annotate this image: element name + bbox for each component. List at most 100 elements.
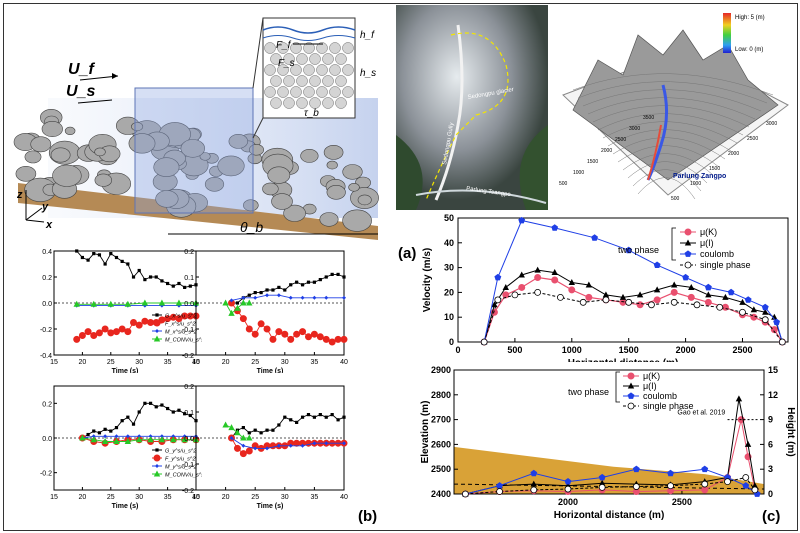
terrain-profile — [454, 446, 764, 494]
subplot-legend-label: M_y^s/u_s^2 — [165, 465, 197, 471]
vel-series-line — [483, 219, 783, 343]
subplot-legend-label: M_x^s/u_s^2 — [165, 330, 197, 336]
subplot-point — [289, 283, 293, 287]
vel-point — [502, 283, 509, 290]
boulder — [131, 122, 144, 132]
subplot-xtick-label: 30 — [281, 359, 289, 366]
inset-grain — [290, 64, 302, 76]
vel-point — [773, 318, 780, 326]
boulder — [326, 160, 338, 170]
subplot-point — [86, 258, 90, 262]
subplot-point — [300, 295, 305, 300]
subplot-point — [141, 299, 149, 306]
vel-point — [568, 286, 576, 294]
vel-point — [551, 269, 558, 276]
subplot-point — [277, 423, 281, 427]
subplot-point — [239, 315, 247, 323]
subplot-point — [233, 444, 241, 452]
subplot-xtick-label: 25 — [251, 494, 259, 501]
subplot-point — [118, 325, 126, 333]
subplot-point — [342, 295, 346, 300]
subplot-point — [183, 412, 187, 416]
elev-ytick-right-label: 9 — [768, 415, 773, 425]
subplot-ytick-label: 0.4 — [42, 249, 52, 256]
elev-point — [461, 490, 469, 498]
dem-ticks: 5001000150020002500300050010001500200025… — [559, 115, 777, 202]
boulder-layer — [13, 109, 379, 232]
inset-grain — [309, 53, 321, 65]
vel-point — [704, 298, 712, 306]
elev-legend-marker — [627, 392, 635, 399]
subplot-point — [120, 419, 124, 423]
boulder — [243, 199, 259, 212]
elev-point — [667, 469, 674, 477]
subplot-point — [277, 285, 281, 289]
elev-legend-brace — [615, 371, 620, 403]
inset-grain — [264, 86, 276, 98]
vel-point — [670, 288, 678, 296]
inset-grain — [342, 86, 354, 98]
subplot-point — [330, 272, 334, 276]
subplot-point — [334, 335, 342, 343]
inset-grain — [296, 97, 308, 109]
subplot-xtick-label: 35 — [311, 494, 319, 501]
subplot-point — [84, 328, 92, 336]
elev-point — [735, 395, 743, 402]
elev-ytick-right-label: 0 — [768, 489, 773, 499]
boulder — [262, 182, 279, 196]
elev-point — [751, 482, 759, 489]
subplot-point — [247, 431, 251, 435]
subplot-point — [328, 338, 336, 346]
subplot-point — [312, 441, 317, 446]
elev-legend-marker — [627, 372, 635, 380]
river-path — [415, 189, 547, 204]
elev-frame — [453, 369, 765, 495]
subplot-point — [143, 401, 147, 405]
subplot-point — [130, 319, 138, 326]
subplot-xlabel: Time (s) — [257, 503, 284, 510]
elev-point — [598, 479, 606, 486]
subplot-point — [107, 300, 114, 307]
elev-legend-label: single phase — [643, 401, 694, 411]
subplot-point — [170, 436, 177, 443]
vel-xtick-label: 2000 — [676, 345, 696, 355]
subplot-ytick-label: 0.1 — [184, 410, 194, 417]
elev-ylabel-right: Height (m) — [785, 407, 796, 456]
vel-legend-label: single phase — [700, 260, 751, 270]
subplot-point — [300, 443, 305, 448]
subplot-legend-label: F_y^s/u_s^2 — [165, 457, 196, 463]
subplot-point — [304, 333, 312, 341]
vel-point — [636, 301, 644, 309]
velocity-chart: 0102030405005001000150020002500Horizonta… — [422, 213, 789, 362]
subplot-ytick-label: 0.2 — [42, 401, 52, 408]
elev-ytick-label: 2500 — [431, 464, 451, 474]
x-axis — [25, 219, 45, 223]
boulder — [153, 157, 180, 177]
elev-legend-group: two phase — [568, 387, 609, 397]
us-label: U_s — [66, 83, 95, 100]
vel-point — [551, 276, 559, 284]
elev-point — [724, 478, 731, 485]
subplot-point — [95, 329, 103, 337]
subplot-ytick-label: -0.2 — [40, 327, 52, 334]
elev-ylabel: Elevation (m) — [420, 401, 431, 464]
subplot-point — [137, 268, 141, 273]
inset-grain — [283, 53, 295, 65]
subplot-point — [79, 434, 86, 441]
subplot-legend-marker — [155, 448, 159, 452]
control-volume — [134, 87, 254, 214]
vel-point — [761, 316, 769, 324]
dem-tick-x: 1000 — [690, 181, 701, 187]
subplot-point — [281, 330, 289, 338]
subplot-point — [306, 280, 311, 284]
subplot-ytick-label: 0.0 — [184, 436, 194, 443]
subplot-point — [90, 436, 97, 443]
subplot-point — [342, 441, 346, 446]
vel-point — [739, 308, 746, 316]
y-axis — [25, 207, 43, 221]
vel-point — [557, 293, 564, 301]
subplot-point — [300, 415, 305, 419]
vel-point — [750, 306, 758, 313]
subplot-point — [251, 330, 259, 338]
inset-grain — [322, 53, 334, 65]
